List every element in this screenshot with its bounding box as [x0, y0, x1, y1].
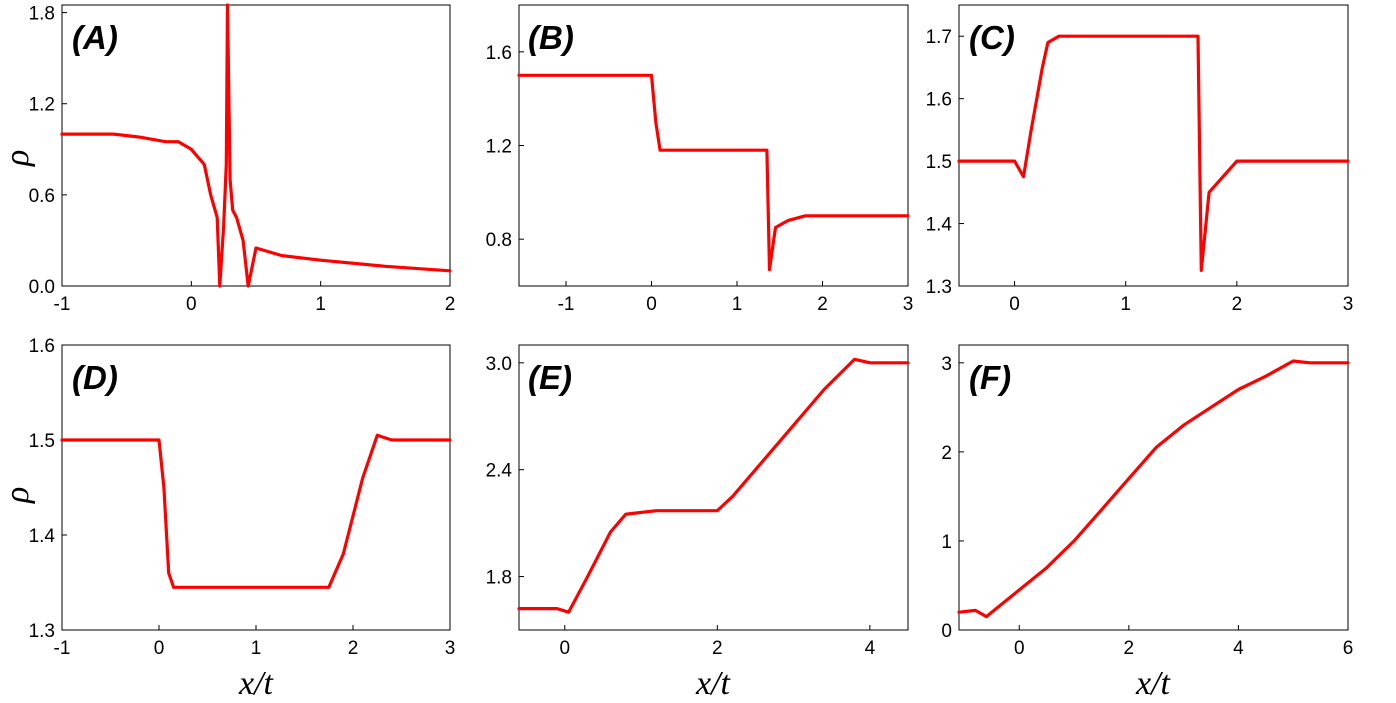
panel-f-frame	[958, 344, 1349, 631]
panel-f-xlabel: x/t	[1135, 665, 1172, 702]
panel-c-ytick-label: 1.3	[926, 277, 952, 298]
panel-d: -1 0 1 2 3 1.3 1.4 1.5 1.6 (D) ρ x/t	[0, 336, 455, 702]
panel-d-ytick-label: 1.4	[29, 526, 56, 547]
panel-d-ytick-label: 1.6	[29, 336, 55, 357]
panel-d-series	[60, 433, 452, 589]
panel-c-xtick-label: 3	[1343, 294, 1354, 315]
panel-e-xtick-label: 2	[712, 638, 723, 659]
panel-f: 0 2 4 6 0 1 2 3 (F) x/t	[941, 344, 1353, 702]
panel-d-xlabel: x/t	[238, 665, 275, 702]
panel-c-ytick-label: 1.7	[926, 27, 952, 48]
panel-c-frame	[958, 4, 1349, 287]
panel-e-series	[517, 357, 910, 614]
panel-c-series	[957, 34, 1350, 272]
panel-c-xtick-label: 1	[1120, 294, 1131, 315]
panel-c: 0 1 2 3 1.3 1.4 1.5 1.6 1.7 (C)	[926, 4, 1354, 315]
panel-f-series	[957, 359, 1350, 619]
panel-e-xtick-label: 0	[559, 638, 570, 659]
panel-b-ytick-label: 1.6	[486, 43, 512, 64]
panel-d-xtick-label: -1	[54, 638, 71, 659]
panel-d-density-line	[60, 433, 452, 589]
panel-a-xtick-label: -1	[54, 294, 71, 315]
panel-d-xtick-label: 2	[348, 638, 359, 659]
panel-a-frame	[61, 4, 451, 287]
panel-d-label: (D)	[72, 359, 118, 396]
panel-a-xtick-label: 2	[445, 294, 456, 315]
panel-c-ytick-label: 1.4	[926, 215, 953, 236]
panel-e-frame	[518, 344, 909, 631]
panel-a-density-line	[60, 3, 452, 288]
panel-a-ytick-label: 0.6	[29, 186, 55, 207]
panel-a-ticks: -1 0 1 2 0.0 0.6 1.2 1.8	[29, 4, 456, 315]
panel-c-xtick-label: 0	[1009, 294, 1020, 315]
panel-f-ytick-label: 3	[941, 354, 952, 375]
panel-d-xtick-label: 3	[445, 638, 456, 659]
panel-b-xtick-label: 3	[903, 294, 914, 315]
panel-e-ytick-label: 1.8	[486, 568, 512, 589]
panel-a-ytick-label: 1.8	[29, 4, 55, 25]
panel-c-ytick-label: 1.6	[926, 90, 952, 111]
panel-d-xtick-label: 0	[154, 638, 165, 659]
panel-c-ytick-label: 1.5	[926, 152, 952, 173]
panel-b-series	[517, 73, 910, 272]
panel-a-ylabel: ρ	[0, 150, 36, 167]
panel-d-ylabel: ρ	[0, 487, 36, 504]
panel-f-ytick-label: 2	[941, 443, 952, 464]
panel-e-density-line	[517, 357, 910, 614]
panel-f-ytick-label: 1	[941, 532, 952, 553]
panel-d-xtick-label: 1	[251, 638, 262, 659]
panel-e-ytick-label: 2.4	[486, 461, 513, 482]
panel-d-ytick-label: 1.5	[29, 431, 55, 452]
panel-f-ytick-label: 0	[941, 621, 952, 642]
panel-a-xtick-label: 0	[186, 294, 197, 315]
panel-e-ytick-label: 3.0	[486, 354, 512, 375]
panel-e: 0 2 4 1.8 2.4 3.0 (E) x/t	[486, 344, 910, 702]
panel-d-ytick-label: 1.3	[29, 621, 55, 642]
panel-c-ticks: 0 1 2 3 1.3 1.4 1.5 1.6 1.7	[926, 27, 1354, 315]
panel-f-density-line	[957, 359, 1350, 619]
panel-b-label: (B)	[528, 19, 574, 56]
panel-e-ticks: 0 2 4 1.8 2.4 3.0	[486, 354, 876, 659]
panel-d-ticks: -1 0 1 2 3 1.3 1.4 1.5 1.6	[29, 336, 456, 659]
panel-b-xtick-label: 2	[817, 294, 828, 315]
panel-a: -1 0 1 2 0.0 0.6 1.2 1.8 (A) ρ	[0, 3, 456, 315]
panel-b-frame	[518, 4, 909, 287]
panel-b-xtick-label: -1	[558, 294, 575, 315]
panel-f-label: (F)	[969, 359, 1011, 396]
panel-b-ytick-label: 0.8	[486, 230, 512, 251]
panel-a-series	[60, 3, 452, 288]
panel-e-label: (E)	[528, 359, 572, 396]
panel-b-xtick-label: 1	[732, 294, 743, 315]
panel-c-xtick-label: 2	[1232, 294, 1243, 315]
panel-f-xtick-label: 6	[1343, 638, 1354, 659]
panel-f-ticks: 0 2 4 6 0 1 2 3	[941, 354, 1353, 659]
panel-f-xtick-label: 4	[1233, 638, 1244, 659]
panel-a-label: (A)	[72, 19, 118, 56]
panel-a-xtick-label: 1	[315, 294, 326, 315]
panel-c-label: (C)	[969, 19, 1015, 56]
panel-a-ytick-label: 1.2	[29, 95, 55, 116]
panel-c-density-line	[957, 34, 1350, 272]
panel-b-ytick-label: 1.2	[486, 137, 512, 158]
panel-a-ytick-label: 0.0	[29, 277, 55, 298]
panel-b-density-line	[517, 73, 910, 272]
panel-f-xtick-label: 0	[1014, 638, 1025, 659]
panel-b-ticks: -1 0 1 2 3 0.8 1.2 1.6	[486, 43, 914, 315]
panel-e-xtick-label: 4	[865, 638, 876, 659]
panel-f-xtick-label: 2	[1124, 638, 1135, 659]
panel-b: -1 0 1 2 3 0.8 1.2 1.6 (B)	[486, 4, 914, 315]
panel-b-xtick-label: 0	[646, 294, 657, 315]
panel-e-xlabel: x/t	[695, 665, 732, 702]
